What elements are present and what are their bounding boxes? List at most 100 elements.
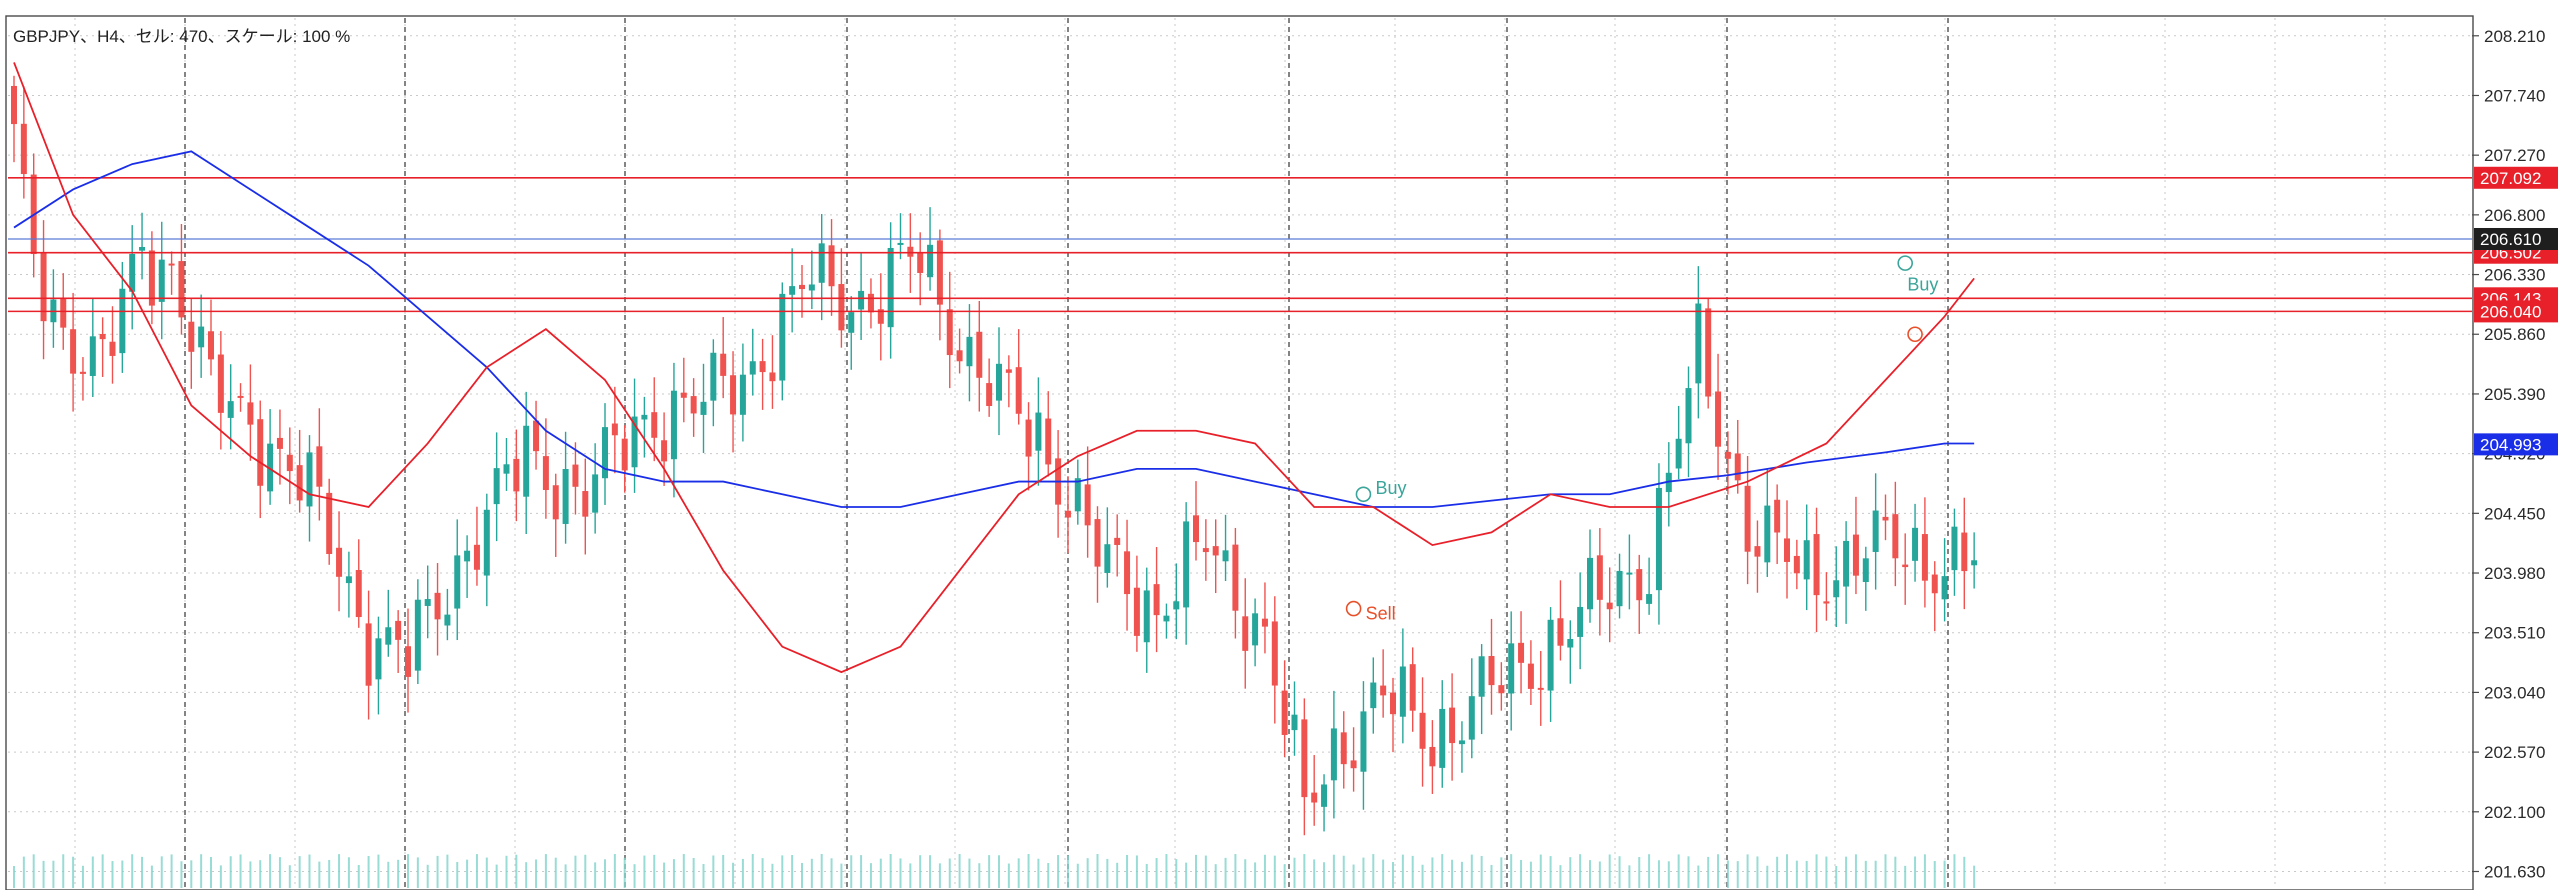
volume-bar (1746, 854, 1749, 888)
candle-body (621, 438, 628, 471)
volume-bar (62, 854, 65, 888)
candle-body (20, 123, 27, 175)
y-tick-label: 205.390 (2484, 385, 2545, 404)
candle-body (129, 253, 136, 292)
candle-body (1281, 690, 1288, 735)
volume-bar (535, 859, 538, 888)
volume-bar (1529, 861, 1532, 888)
volume-bar (347, 857, 350, 888)
candle-body (198, 326, 205, 348)
volume-bar (1786, 854, 1788, 888)
candle-body (1537, 687, 1544, 690)
volume-bar (1914, 856, 1917, 888)
candle-body (454, 555, 461, 609)
candle-body (276, 437, 283, 449)
candle-body (139, 246, 146, 251)
candle-body (1616, 570, 1623, 607)
volume-bar (308, 854, 311, 888)
volume-bar (338, 854, 341, 888)
signal-label: Sell (1366, 604, 1396, 624)
candle-body (936, 240, 943, 305)
volume-bar (1214, 864, 1217, 888)
volume-bar (1549, 856, 1552, 888)
volume-bar (1165, 854, 1168, 888)
volume-bar (160, 856, 163, 888)
candle-body (395, 620, 402, 640)
volume-bar (387, 861, 390, 888)
candle-body (326, 492, 333, 554)
volume-bar (732, 862, 735, 888)
candle-body (523, 425, 530, 497)
volume-bar (22, 856, 25, 888)
volume-bars (13, 854, 1976, 888)
horizontal-level-lines[interactable] (8, 176, 2472, 313)
candle-body (848, 312, 855, 333)
volume-bar (1066, 855, 1069, 888)
volume-bar (485, 857, 488, 888)
candle-body (1774, 499, 1781, 533)
volume-bar (791, 855, 794, 888)
candle-body (1646, 594, 1653, 604)
plot-frame (5, 15, 2474, 890)
candle-body (40, 253, 47, 322)
candle-body (1784, 538, 1790, 562)
volume-bar (72, 856, 75, 888)
candle-body (1173, 601, 1180, 610)
candle-body (483, 509, 490, 576)
candle-body (1133, 587, 1140, 636)
candle-body (1084, 484, 1091, 526)
volume-bar (1372, 854, 1375, 888)
volume-bar (860, 855, 863, 888)
y-tick-label: 203.510 (2484, 624, 2545, 643)
volume-bar (1648, 854, 1651, 888)
volume-bar (1401, 854, 1404, 888)
volume-bar (1657, 860, 1660, 888)
volume-bar (1126, 854, 1129, 888)
volume-bar (210, 856, 212, 888)
candle-body (1971, 560, 1978, 566)
volume-bar (1431, 857, 1434, 888)
candle-body (1271, 621, 1278, 686)
candle-body (789, 286, 796, 295)
volume-bar (1027, 854, 1030, 888)
candle-body (464, 550, 471, 562)
candle-body (1606, 602, 1613, 610)
volume-bar (1589, 860, 1591, 888)
candle-body (158, 259, 165, 302)
candle-body (336, 547, 343, 577)
candle-body (651, 412, 658, 438)
volume-bar (1273, 855, 1276, 888)
volume-bar (929, 855, 932, 888)
volume-bar (1332, 854, 1335, 888)
volume-bar (1864, 860, 1867, 888)
y-tick-label: 202.570 (2484, 743, 2545, 762)
candle-body (1478, 656, 1485, 697)
candle-body (1892, 514, 1899, 559)
candle-body (11, 85, 17, 125)
candle-body (759, 361, 766, 373)
candle-body (178, 261, 185, 318)
candle-body (739, 374, 746, 415)
candle-body (680, 392, 687, 398)
candle-body (1035, 412, 1042, 451)
candle-body (818, 243, 825, 283)
volume-bar (1195, 854, 1197, 888)
candle-body (1449, 707, 1456, 744)
volume-bar (278, 857, 281, 888)
candle-body (1744, 485, 1751, 552)
volume-bar (1263, 854, 1266, 888)
volume-bar (1539, 854, 1542, 888)
volume-bar (810, 858, 813, 888)
volume-bar (1510, 854, 1513, 888)
candle-body (1813, 534, 1820, 596)
volume-bar (239, 854, 242, 888)
candle-body (1252, 613, 1259, 646)
volume-bar (1135, 855, 1138, 888)
candle-body (946, 309, 953, 356)
candle-body (296, 465, 303, 501)
volume-bar (170, 854, 173, 888)
candle-body (1015, 367, 1022, 414)
candle-body (1931, 574, 1938, 594)
candle-body (1626, 572, 1633, 575)
